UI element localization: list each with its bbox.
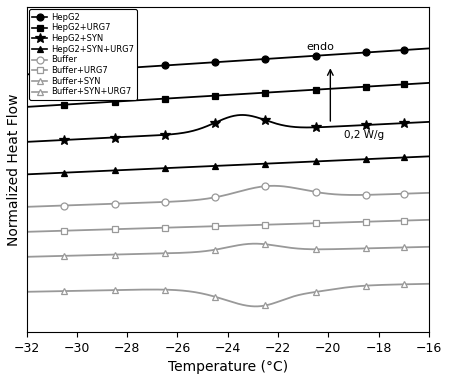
Text: 0,2 W/g: 0,2 W/g bbox=[344, 130, 384, 140]
X-axis label: Temperature (°C): Temperature (°C) bbox=[167, 360, 288, 374]
Legend: HepG2, HepG2+URG7, HepG2+SYN, HepG2+SYN+URG7, Buffer, Buffer+URG7, Buffer+SYN, B: HepG2, HepG2+URG7, HepG2+SYN, HepG2+SYN+… bbox=[29, 10, 137, 100]
Text: endo: endo bbox=[306, 42, 334, 53]
Y-axis label: Normalized Heat Flow: Normalized Heat Flow bbox=[7, 93, 21, 246]
